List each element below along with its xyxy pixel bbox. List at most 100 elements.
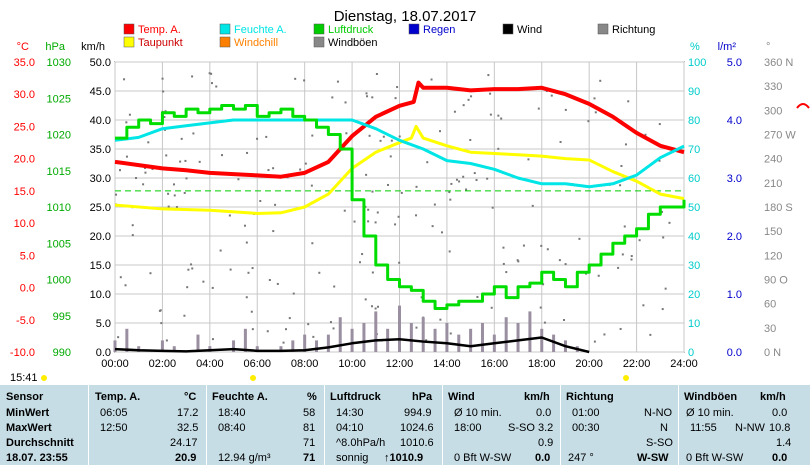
direction-dot: [630, 255, 633, 258]
direction-dot: [245, 241, 248, 244]
direction-dot: [198, 160, 201, 163]
direction-dot: [162, 90, 165, 93]
direction-dot: [311, 134, 314, 137]
direction-dot: [562, 318, 565, 321]
direction-dot: [599, 79, 602, 82]
gust-bar: [232, 340, 236, 352]
direction-dot: [537, 107, 540, 110]
direction-dot: [649, 333, 652, 336]
direction-dot: [284, 328, 287, 331]
direction-dot: [345, 132, 348, 135]
direction-dot: [183, 314, 186, 317]
y-tick-label: 70: [688, 144, 700, 156]
direction-dot: [365, 92, 368, 95]
gust-bar: [433, 328, 437, 352]
legend-label: Feuchte A.: [234, 24, 287, 36]
y-tick-label: 10: [688, 318, 700, 330]
direction-dot: [564, 108, 567, 111]
direction-dot: [318, 271, 321, 274]
axis-unit-label: km/h: [81, 41, 105, 53]
direction-dot: [662, 236, 665, 239]
direction-dot: [593, 97, 596, 100]
legend-label: Windchill: [234, 37, 278, 49]
direction-dot: [256, 137, 259, 140]
x-tick-label: 02:00: [149, 358, 177, 370]
gust-min-time: Ø 10 min.: [686, 407, 734, 419]
axis-unit-label: hPa: [45, 41, 65, 53]
direction-dot: [490, 306, 493, 309]
x-tick-label: 06:00: [243, 358, 271, 370]
legend-swatch: [408, 23, 420, 35]
y-tick-label: 0 N: [764, 347, 781, 359]
direction-dot: [621, 253, 624, 256]
direction-dot: [266, 330, 269, 333]
direction-dot: [658, 159, 661, 162]
direction-max-time: 00:30: [572, 422, 600, 434]
direction-dot: [219, 249, 222, 252]
direction-dot: [476, 295, 479, 298]
gust-bar: [552, 334, 556, 352]
y-tick-label: 35.0: [90, 144, 111, 156]
gust-bar: [398, 305, 401, 352]
gust-bar: [196, 334, 200, 352]
direction-dot: [247, 271, 250, 274]
y-tick-label: 20: [688, 289, 700, 301]
direction-dot: [394, 97, 397, 100]
direction-dot: [307, 323, 310, 326]
direction-dot: [475, 179, 478, 182]
legend: Temp. A. Feuchte A. Luftdruck Regen Wind Rich…: [123, 23, 655, 49]
direction-dot: [462, 175, 465, 178]
wind-max-dir: S-SO: [508, 422, 535, 434]
row-label-avg: Durchschnitt: [6, 437, 74, 449]
legend-label: Regen: [423, 24, 455, 36]
y-tick-label: 30.0: [14, 89, 35, 101]
direction-dot: [272, 167, 275, 170]
direction-dot: [371, 271, 374, 274]
direction-dot: [246, 151, 249, 154]
gust-bar: [338, 317, 342, 352]
axis-unit-label: l/m²: [718, 41, 737, 53]
direction-dot: [500, 117, 503, 120]
direction-dot: [489, 92, 492, 95]
direction-dot: [229, 268, 232, 271]
direction-dot: [374, 221, 377, 224]
direction-dot: [163, 116, 166, 119]
direction-dot: [367, 208, 370, 211]
x-tick-label: 16:00: [481, 358, 509, 370]
pressure-trend: ^8.0hPa/h: [336, 437, 386, 449]
chart-title: Dienstag, 18.07.2017: [334, 8, 477, 25]
direction-dot: [502, 262, 505, 265]
y-tick-label: 10.0: [90, 289, 111, 301]
y-tick-label: 50: [688, 202, 700, 214]
direction-dot: [527, 158, 530, 161]
direction-dot: [470, 95, 473, 98]
direction-dot: [131, 234, 134, 237]
direction-dot: [173, 194, 176, 197]
direction-dot: [131, 224, 134, 227]
direction-dot: [186, 286, 189, 289]
sun-marker-morning: [250, 375, 256, 381]
y-tick-label: 0.0: [20, 283, 35, 295]
direction-dot: [158, 309, 161, 312]
gust-bar: [125, 328, 129, 352]
temp-min: 17.2: [177, 407, 199, 419]
direction-dot: [594, 111, 597, 114]
direction-dot: [245, 296, 248, 299]
direction-dot: [359, 261, 362, 264]
wind-min-time: Ø 10 min.: [454, 407, 502, 419]
direction-dot: [210, 72, 213, 75]
direction-dot: [587, 120, 590, 123]
y-tick-label: 15.0: [90, 260, 111, 272]
direction-dot: [303, 79, 306, 82]
direction-dot: [376, 305, 379, 308]
direction-dot: [486, 177, 489, 180]
direction-dot: [343, 209, 346, 212]
gust-bar: [409, 323, 413, 352]
y-tick-label: 30.0: [90, 173, 111, 185]
direction-dot: [210, 82, 213, 85]
y-tick-label: 0.0: [96, 347, 111, 359]
direction-dot: [597, 274, 600, 277]
direction-dot: [329, 321, 332, 324]
humidity-unit: %: [307, 391, 317, 403]
gust-bar: [172, 346, 176, 352]
